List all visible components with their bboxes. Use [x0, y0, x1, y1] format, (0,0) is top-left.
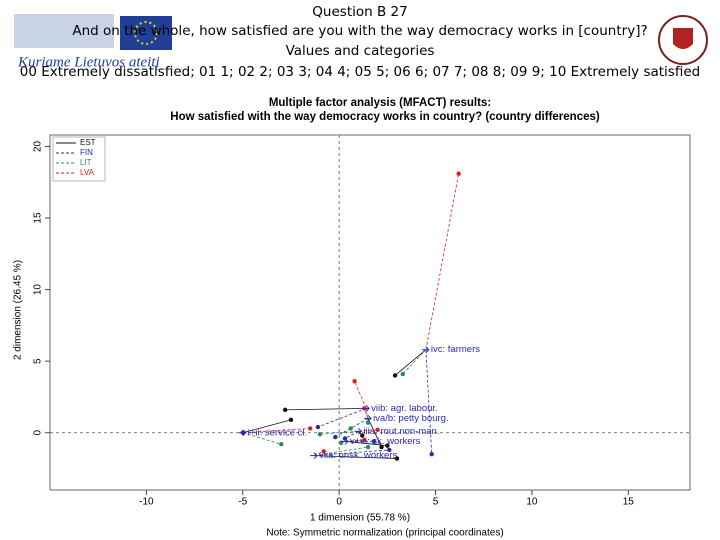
point [321, 449, 326, 454]
connector [319, 430, 359, 435]
header-line: Question B 27 [312, 4, 408, 20]
category-label: ivc: farmers [431, 344, 480, 355]
y-tick-label: 5 [33, 358, 44, 364]
chart-title: Multiple factor analysis (MFACT) results… [269, 97, 491, 109]
connector [242, 432, 282, 445]
logos: Kuriame Lietuvos ateitį [14, 14, 708, 70]
centroid [364, 415, 372, 422]
centroid [310, 452, 318, 459]
centroid [362, 405, 370, 412]
point [348, 426, 353, 431]
seal-shield [673, 28, 693, 49]
x-tick-label: 15 [623, 497, 635, 508]
centroid [238, 429, 247, 437]
point [315, 424, 321, 430]
chart-subtitle: How satisfied with the way democracy wor… [170, 111, 600, 123]
category-label: v+vi: sk. workers [350, 436, 421, 447]
connector [358, 429, 378, 432]
connector [425, 349, 433, 455]
point [360, 433, 365, 438]
header-line: And on the whole, how satisfied are you … [72, 23, 648, 39]
logo-mosaic [14, 14, 114, 48]
point [279, 441, 284, 447]
connector [317, 408, 367, 428]
connector [363, 408, 369, 419]
point [365, 444, 371, 450]
y-tick-label: 20 [33, 140, 44, 152]
x-tick-label: -10 [139, 497, 154, 508]
y-tick-label: 10 [33, 284, 44, 296]
legend-label: FIN [80, 148, 93, 157]
category-label: i+ii: service cl. [248, 427, 307, 438]
category-label: iiia: rout.non-man. [363, 426, 439, 437]
connector [344, 430, 359, 439]
legend-label: LIT [80, 158, 92, 167]
connector [354, 381, 367, 409]
point [456, 171, 461, 176]
y-tick-label: 0 [33, 430, 44, 436]
connector [394, 349, 427, 376]
connector [314, 449, 390, 457]
centroid [421, 346, 430, 354]
connector [344, 440, 388, 447]
centroid [354, 427, 363, 435]
connector [242, 419, 292, 434]
x-axis-label: 1 dimension (55.78 %) [310, 513, 410, 524]
point [308, 426, 313, 431]
legend-label: EST [80, 138, 96, 147]
x-tick-label: 0 [336, 497, 342, 508]
legend-box [52, 136, 106, 182]
connector [314, 455, 398, 459]
connector [285, 408, 367, 411]
x-tick-label: 10 [526, 497, 538, 508]
legend-label: LVA [80, 168, 95, 177]
centroid [340, 437, 349, 445]
chart-note: Note: Symmetric normalization (principal… [266, 528, 503, 539]
chart: Multiple factor analysis (MFACT) results… [13, 97, 691, 539]
point [365, 420, 371, 425]
connector [425, 173, 460, 350]
category-label: iva/b: petty bourg. [373, 413, 449, 424]
point [375, 427, 380, 433]
point [352, 379, 357, 384]
y-tick-label: 15 [33, 212, 44, 224]
eu-stars [134, 21, 158, 45]
category-label: viia: unsk. workers [319, 450, 397, 461]
point [387, 447, 392, 453]
header-line: Values and categories [285, 43, 435, 59]
point [394, 456, 400, 461]
connector [402, 349, 427, 375]
point [288, 417, 294, 423]
x-tick-label: 5 [433, 497, 439, 508]
point [333, 434, 338, 440]
point [362, 437, 367, 443]
header-line: 00 Extremely dissatisfied; 01 1; 02 2; 0… [19, 64, 701, 80]
connector [367, 418, 382, 448]
connector [314, 446, 369, 457]
y-axis-label: 2 dimension (26.45 %) [13, 260, 24, 360]
point [400, 371, 405, 377]
point [379, 444, 384, 450]
point [317, 431, 323, 437]
point [371, 439, 377, 444]
plot-frame [49, 134, 691, 491]
point [392, 373, 398, 378]
connector [350, 418, 369, 429]
logo-text: Kuriame Lietuvos ateitį [17, 54, 160, 70]
point [385, 443, 390, 448]
point [429, 452, 434, 457]
connector [344, 439, 365, 442]
connector [242, 428, 311, 434]
point [282, 407, 288, 413]
category-label: viib: agr. labour. [371, 403, 438, 414]
x-tick-label: -5 [238, 497, 247, 508]
